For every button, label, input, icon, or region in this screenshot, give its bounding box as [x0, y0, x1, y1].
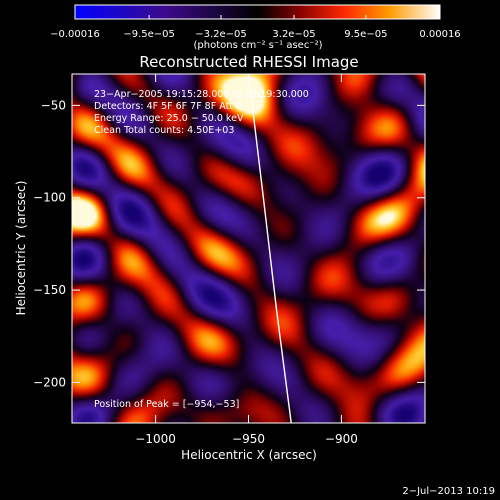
y-tick-label: −100	[33, 191, 66, 205]
peak-position-label: Position of Peak = [−954,−53]	[94, 399, 239, 410]
colorbar-tick-label: −3.2e−05	[195, 29, 247, 40]
y-axis-label: Heliocentric Y (arcsec)	[14, 181, 28, 316]
colorbar: −0.00016 −9.5e−05 −3.2e−05 3.2e−05 9.5e−05 0.…	[50, 4, 461, 51]
colorbar-tick-label: 9.5e−05	[344, 29, 387, 40]
colorbar-tick-label: −0.00016	[50, 29, 100, 40]
plot-area	[72, 74, 425, 423]
annotation-clean-counts: Clean Total counts: 4.50E+03	[94, 125, 234, 136]
x-axis-label: Heliocentric X (arcsec)	[181, 448, 317, 462]
heatmap-image	[72, 74, 425, 423]
colorbar-tick-label: 3.2e−05	[272, 29, 315, 40]
annotation-detectors: Detectors: 4F 5F 6F 7F 8F Att 0	[94, 101, 242, 112]
y-tick-label: −150	[33, 283, 66, 297]
footer-date: 2−Jul−2013 10:19	[402, 486, 495, 497]
annotation-block: 23−Apr−2005 19:15:28.000 to 19:19:30.000…	[94, 89, 309, 136]
colorbar-tick-label: −9.5e−05	[123, 29, 175, 40]
y-tick-label: −50	[41, 98, 66, 112]
annotation-energy-range: Energy Range: 25.0 − 50.0 keV	[94, 113, 244, 124]
x-axis: −1000 −950 −900	[135, 74, 358, 446]
y-axis: −50 −100 −150 −200	[33, 98, 425, 389]
x-tick-label: −950	[232, 432, 265, 446]
colorbar-gradient	[74, 4, 441, 20]
x-tick-label: −900	[325, 432, 358, 446]
colorbar-ticks: −0.00016 −9.5e−05 −3.2e−05 3.2e−05 9.5e−05 0.…	[50, 15, 461, 40]
chart-title: Reconstructed RHESSI Image	[139, 53, 358, 71]
colorbar-tick-label: 0.00016	[419, 29, 460, 40]
annotation-time-range: 23−Apr−2005 19:15:28.000 to 19:19:30.000	[94, 89, 309, 100]
colorbar-units: (photons cm⁻² s⁻¹ asec⁻²)	[193, 40, 322, 51]
limb-curve	[247, 74, 292, 423]
x-tick-label: −1000	[135, 432, 176, 446]
y-tick-label: −200	[33, 375, 66, 389]
